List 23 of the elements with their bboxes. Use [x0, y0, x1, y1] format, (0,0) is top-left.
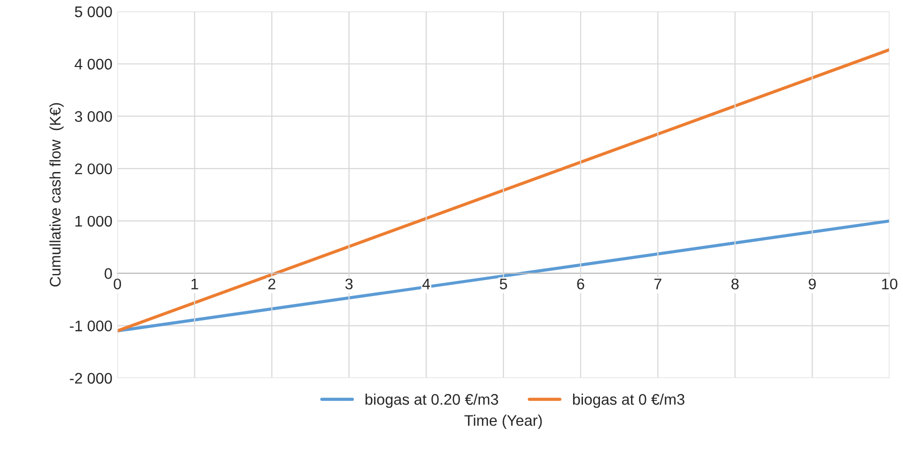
y-tick-label: 5 000: [74, 6, 112, 18]
y-tick-label: 0: [104, 268, 112, 279]
x-tick-label: 9: [808, 278, 816, 290]
x-tick-label: 2: [268, 278, 276, 290]
y-axis-title: Cumullative cash flow (K€): [49, 103, 64, 287]
x-tick-label: 8: [731, 278, 739, 290]
y-tick-label: 1 000: [75, 216, 112, 227]
x-tick-label: 1: [192, 278, 198, 290]
y-tick-label: -2 000: [70, 372, 112, 384]
x-tick-label: 7: [654, 278, 662, 290]
legend-label: biogas at 0.20 €/m3: [366, 394, 498, 408]
y-tick-label: 3 000: [74, 111, 112, 122]
x-tick-label: 10: [882, 278, 898, 290]
legend-label: biogas at 0 €/m3: [573, 394, 684, 408]
x-tick-label: 4: [422, 278, 430, 290]
x-axis-title: Time (Year): [464, 414, 542, 429]
y-tick-label: -1 000: [70, 320, 112, 332]
x-tick-label: 3: [345, 278, 353, 290]
y-tick-label: 2 000: [75, 163, 112, 174]
x-tick-label: 5: [500, 278, 508, 290]
x-tick-label: 6: [577, 278, 584, 290]
y-tick-label: 4 000: [74, 58, 112, 70]
x-tick-label: 0: [114, 278, 122, 290]
